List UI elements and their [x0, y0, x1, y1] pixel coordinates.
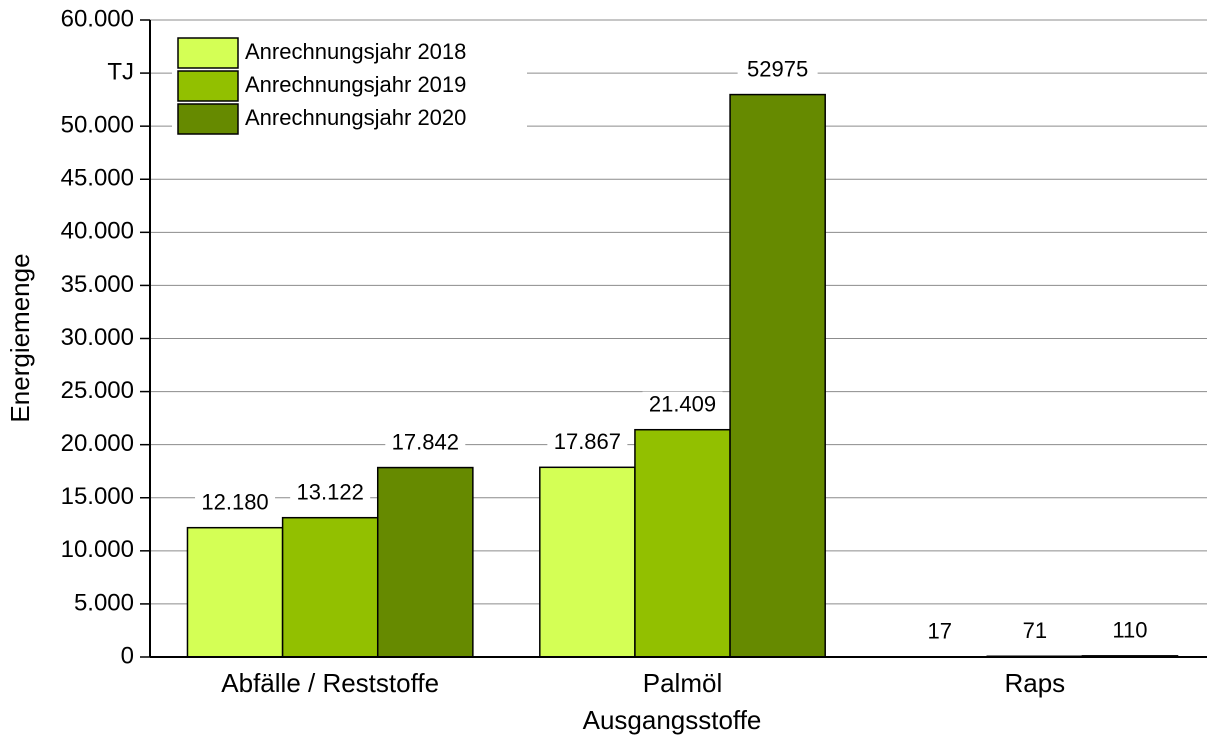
- value-label-bg: [547, 429, 628, 458]
- value-label-bg: [1089, 617, 1170, 646]
- y-tick-label: 5.000: [74, 589, 134, 616]
- value-label: 17.842: [392, 429, 459, 454]
- value-label-bg: [385, 429, 466, 458]
- bar: [539, 466, 636, 658]
- y-tick-label: 25.000: [61, 377, 134, 404]
- bar: [634, 428, 731, 658]
- legend-label: Anrechnungsjahr 2018: [245, 39, 466, 64]
- value-label-bg: [290, 479, 371, 508]
- value-label: 13.122: [297, 480, 364, 505]
- y-tick-label: 10.000: [61, 536, 134, 563]
- y-tick-label: 15.000: [61, 483, 134, 510]
- value-label-bg: [994, 618, 1075, 647]
- value-label: 21.409: [649, 392, 716, 417]
- value-label-bg: [195, 489, 276, 518]
- y-axis-label: Energiemenge: [5, 253, 35, 422]
- value-label: 110: [1112, 618, 1147, 643]
- x-tick-label: Abfälle / Reststoffe: [221, 668, 439, 698]
- y-tick-label: 60.000: [61, 5, 134, 32]
- y-tick-label: 20.000: [61, 430, 134, 457]
- y-tick-label: TJ: [107, 58, 134, 85]
- value-label: 71: [1023, 618, 1047, 643]
- value-label-bg: [737, 56, 818, 85]
- value-label-bg: [642, 391, 723, 420]
- bar: [376, 466, 474, 658]
- bar: [281, 516, 379, 658]
- legend: Anrechnungsjahr 2018 Anrechnungsjahr 2019…: [172, 36, 527, 138]
- legend-swatch: [177, 70, 239, 102]
- value-label: 12.180: [201, 490, 268, 515]
- y-tick-label: 50.000: [61, 112, 134, 139]
- value-label: 17.867: [554, 429, 621, 454]
- bar: [186, 526, 284, 658]
- y-tick-label: 0: [121, 642, 134, 669]
- y-tick-label: 30.000: [61, 324, 134, 351]
- legend-swatch: [177, 103, 239, 135]
- value-label: 17: [927, 619, 951, 644]
- value-label: 52975: [747, 56, 808, 81]
- value-label-bg: [899, 618, 980, 647]
- x-tick-label: Raps: [1004, 668, 1065, 698]
- legend-label: Anrechnungsjahr 2019: [245, 72, 466, 97]
- y-tick-label: 40.000: [61, 218, 134, 245]
- bar: [729, 93, 826, 658]
- y-tick-label: 35.000: [61, 271, 134, 298]
- y-tick-label: 45.000: [61, 165, 134, 192]
- x-tick-label: Palmöl: [643, 668, 722, 698]
- legend-swatch: [177, 37, 239, 69]
- x-axis-label: Ausgangsstoffe: [583, 705, 762, 735]
- legend-label: Anrechnungsjahr 2020: [245, 105, 466, 130]
